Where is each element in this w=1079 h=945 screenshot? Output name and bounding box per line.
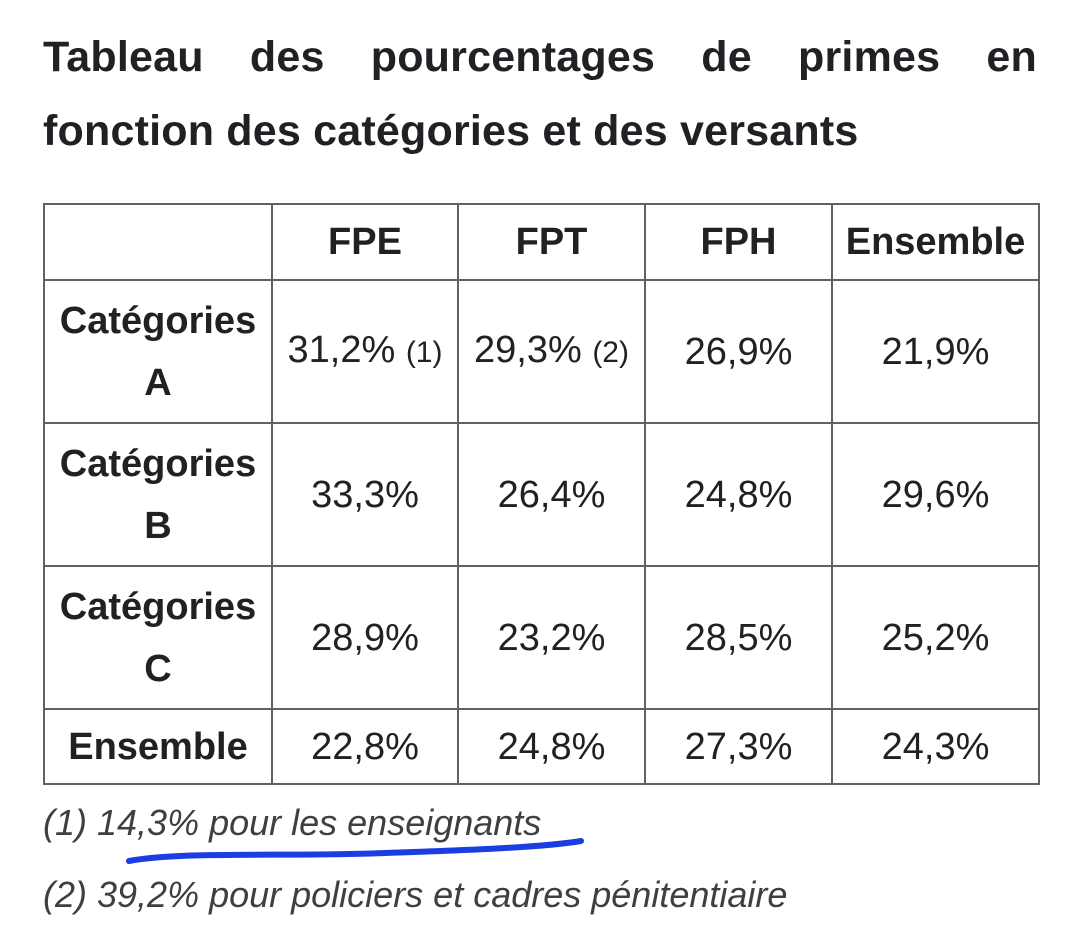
row-header-categorie-b: Catégories B <box>43 422 273 567</box>
prime-percentages-table: FPE FPT FPH Ensemble Catégories A 31,2% … <box>43 203 1040 785</box>
table-cell: 26,9% <box>644 279 833 424</box>
table-cell: 28,5% <box>644 565 833 710</box>
row-header-line1: Catégories <box>59 585 257 628</box>
table-cell: 33,3% <box>271 422 459 567</box>
row-header-categorie-c: Catégories C <box>43 565 273 710</box>
table-cell: 25,2% <box>831 565 1040 710</box>
table-cell: 24,8% <box>457 708 646 785</box>
table-corner-cell <box>43 203 273 281</box>
table-cell: 26,4% <box>457 422 646 567</box>
page-title: Tableau des pourcentages de primes en fo… <box>43 33 1037 155</box>
table-cell: 24,8% <box>644 422 833 567</box>
table-cell: 24,3% <box>831 708 1040 785</box>
row-header-line1: Catégories <box>59 299 257 342</box>
table-cell: 22,8% <box>271 708 459 785</box>
column-header-fpe: FPE <box>271 203 459 281</box>
table-row: Ensemble 22,8% 24,8% 27,3% 24,3% <box>43 708 1040 785</box>
row-header-line2: B <box>144 504 172 547</box>
table-cell: 29,6% <box>831 422 1040 567</box>
table-row: Catégories C 28,9% 23,2% 28,5% 25,2% <box>43 565 1040 710</box>
row-header-categorie-a: Catégories A <box>43 279 273 424</box>
table-cell: 27,3% <box>644 708 833 785</box>
column-header-fpt: FPT <box>457 203 646 281</box>
handwritten-underline-mark <box>126 838 584 864</box>
table-cell: 29,3% (2) <box>457 279 646 424</box>
table-row: Catégories A 31,2% (1) 29,3% (2) 26,9% 2… <box>43 279 1040 424</box>
underline-stroke <box>126 838 584 864</box>
footnote-2: (2) 39,2% pour policiers et cadres pénit… <box>43 874 788 915</box>
row-header-line2: C <box>144 647 172 690</box>
table-cell: 31,2% (1) <box>271 279 459 424</box>
row-header-line2: A <box>144 361 172 404</box>
cell-value: 29,3% <box>474 329 582 371</box>
row-header-ensemble: Ensemble <box>43 708 273 785</box>
footnote-1: (1) 14,3% pour les enseignants <box>43 802 542 843</box>
cell-value: 31,2% <box>287 329 396 371</box>
table-cell: 21,9% <box>831 279 1040 424</box>
cell-footnote-ref: (2) <box>592 336 629 369</box>
column-header-fph: FPH <box>644 203 833 281</box>
cell-footnote-ref: (1) <box>405 336 443 369</box>
table-header-row: FPE FPT FPH Ensemble <box>43 203 1040 281</box>
column-header-ensemble: Ensemble <box>831 203 1040 281</box>
table-row: Catégories B 33,3% 26,4% 24,8% 29,6% <box>43 422 1040 567</box>
row-header-line1: Catégories <box>59 442 257 485</box>
table-cell: 28,9% <box>271 565 459 710</box>
table-cell: 23,2% <box>457 565 646 710</box>
